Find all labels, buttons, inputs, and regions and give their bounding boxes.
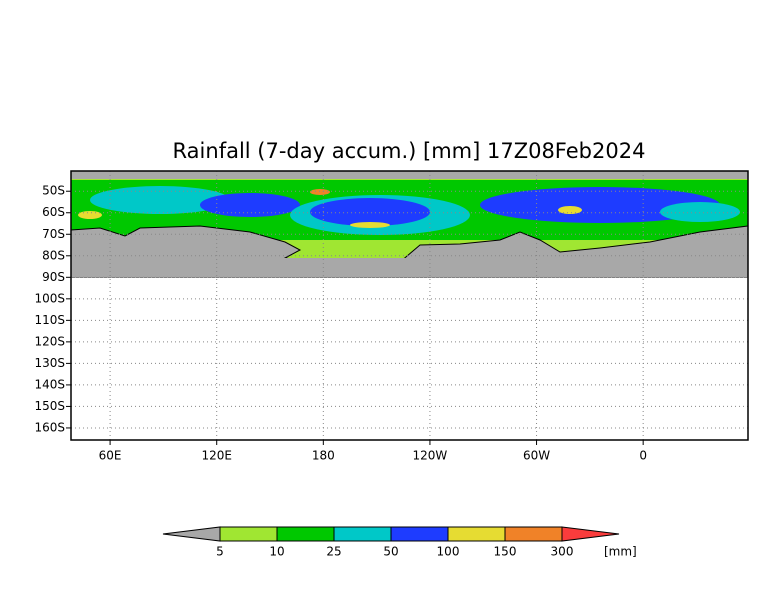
lat-label: 130S xyxy=(34,356,65,370)
rain-area xyxy=(78,211,102,219)
colorbar-label: 150 xyxy=(494,545,517,559)
lon-label: 120W xyxy=(413,449,448,463)
lat-label: 60S xyxy=(42,205,65,219)
colorbar-swatch xyxy=(447,526,506,542)
no-data xyxy=(71,258,748,277)
colorbar-swatch xyxy=(504,526,563,542)
lat-label: 100S xyxy=(34,291,65,305)
axis-labels: 50S 60S 70S 80S 90S 100S 110S 120S 130S 140S 150S 1… xyxy=(34,184,647,463)
rain-area xyxy=(480,187,720,223)
colorbar-swatch xyxy=(276,526,335,542)
rain-area xyxy=(660,202,740,222)
colorbar-label: 25 xyxy=(326,545,341,559)
lat-label: 90S xyxy=(42,270,65,284)
rain-area xyxy=(200,193,300,217)
map-title: Rainfall (7-day accum.) [mm] 17Z08Feb202… xyxy=(173,139,646,163)
colorbar-arrow xyxy=(162,526,221,542)
colorbar-swatch xyxy=(219,526,278,542)
lat-label: 50S xyxy=(42,184,65,198)
lat-label: 70S xyxy=(42,227,65,241)
lon-label: 60W xyxy=(523,449,550,463)
rain-area xyxy=(310,189,330,195)
lat-label: 120S xyxy=(34,334,65,348)
rain-area xyxy=(90,186,230,214)
rain-area xyxy=(350,222,390,228)
colorbar-swatch xyxy=(333,526,392,542)
lon-label: 60E xyxy=(99,449,122,463)
lon-label: 180 xyxy=(312,449,335,463)
rain-area xyxy=(310,198,430,226)
colorbar-label: 50 xyxy=(383,545,398,559)
colorbar: 5 10 25 50 100 150 300 [mm] xyxy=(162,526,637,559)
colorbar-label: 300 xyxy=(551,545,574,559)
lat-label: 160S xyxy=(34,420,65,434)
lat-label: 150S xyxy=(34,399,65,413)
map-field xyxy=(70,171,749,278)
colorbar-arrow xyxy=(561,526,620,542)
lat-label: 80S xyxy=(42,248,65,262)
lat-label: 110S xyxy=(34,313,65,327)
lat-label: 140S xyxy=(34,377,65,391)
lon-label: 0 xyxy=(639,449,647,463)
map-frame xyxy=(70,170,749,441)
rain-area xyxy=(558,206,582,214)
colorbar-unit: [mm] xyxy=(604,545,637,559)
colorbar-swatch xyxy=(390,526,449,542)
no-data xyxy=(71,171,748,179)
lon-label: 120E xyxy=(201,449,232,463)
grid xyxy=(71,171,748,440)
colorbar-label: 10 xyxy=(269,545,284,559)
colorbar-label: 5 xyxy=(216,545,224,559)
colorbar-label: 100 xyxy=(437,545,460,559)
